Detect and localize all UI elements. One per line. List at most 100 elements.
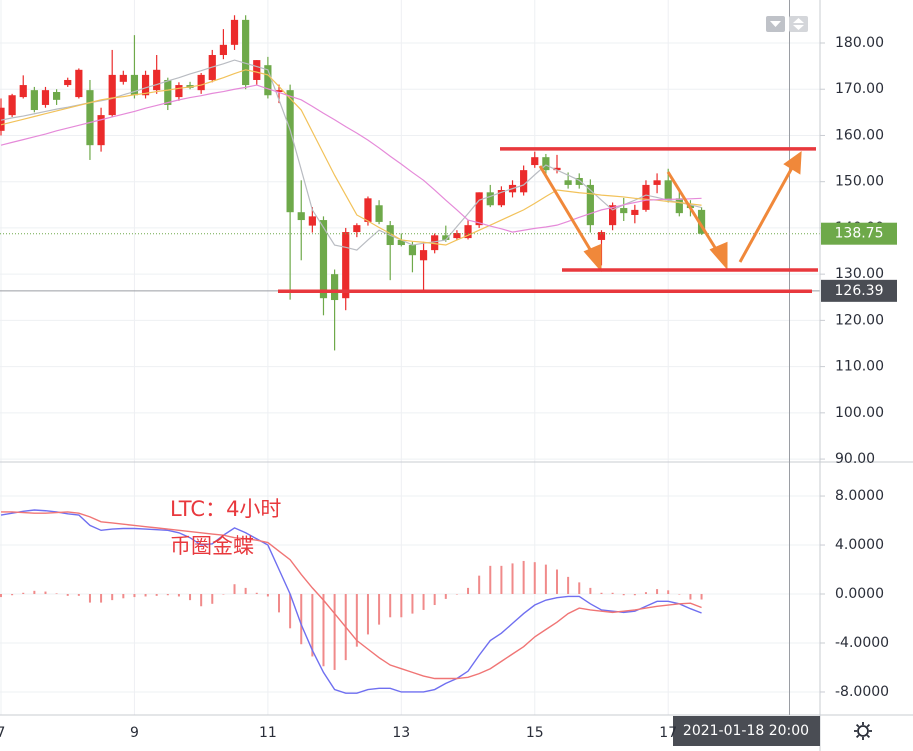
candle-body [419, 250, 428, 261]
x-tick-label: 11 [259, 725, 277, 741]
histogram-bar [144, 594, 147, 597]
histogram-bar [700, 594, 703, 600]
candle-body [130, 74, 139, 96]
histogram-bar [544, 564, 547, 595]
histogram-bar [556, 569, 558, 595]
candle-body [397, 239, 405, 246]
annotation: LTC：4小时 [170, 497, 281, 521]
last-price-label: 138.75 [835, 226, 884, 242]
scale-buttons[interactable] [766, 16, 808, 32]
histogram-bar [289, 594, 292, 629]
candle-body [453, 233, 461, 239]
candle-body [153, 69, 161, 91]
settings-button[interactable] [854, 722, 872, 740]
histogram-bar [689, 594, 692, 600]
histogram-bar [589, 587, 592, 595]
macd-line [1, 511, 702, 680]
candle-body [620, 208, 628, 214]
histogram-bar [311, 594, 314, 657]
candle-body [575, 177, 583, 185]
candle-body [497, 190, 505, 206]
histogram-bar [611, 592, 614, 595]
histogram-bar [255, 592, 258, 595]
candle-body [297, 212, 305, 221]
histogram-bar [155, 594, 158, 596]
histogram-bar [278, 594, 280, 613]
histogram-bar [400, 594, 403, 618]
gear-icon [857, 725, 869, 737]
arrow-head [709, 241, 728, 270]
histogram-bar [222, 594, 225, 595]
candle-body [464, 225, 472, 239]
candle-body [164, 79, 172, 105]
histogram-bar [366, 594, 369, 635]
histogram-bar [667, 590, 670, 595]
histogram-bar [511, 563, 514, 595]
candle-body [431, 235, 439, 251]
histogram-bar [422, 594, 425, 610]
candle-body [75, 69, 83, 98]
histogram-bar [233, 584, 236, 595]
arrows [538, 150, 802, 272]
histogram-bar [355, 594, 358, 647]
y-tick-label: -4.0000 [835, 635, 889, 651]
candle-body [342, 232, 350, 299]
moving-average-line [0, 69, 702, 246]
candle-body [586, 184, 594, 226]
crosshair-time: 2021-01-18 20:00 [683, 723, 809, 739]
candle-body [408, 245, 417, 256]
crosshair-time-box [673, 716, 820, 746]
y-tick-label: 90.00 [835, 451, 875, 467]
histogram-bar [177, 594, 180, 597]
y-tick-label: 130.00 [835, 266, 884, 282]
histogram-bar [533, 562, 536, 595]
histogram-bar [500, 565, 503, 595]
annotation: 币圈金蝶 [170, 534, 254, 558]
candle-body [175, 85, 183, 98]
histogram-bar [44, 591, 47, 595]
macd-panel [0, 509, 703, 694]
moving-average-line [0, 84, 702, 233]
candle-body [597, 232, 606, 240]
x-tick-label: 17 [659, 725, 677, 741]
histogram-bar [389, 594, 392, 618]
candle-body [219, 44, 227, 56]
candle-body [41, 90, 50, 105]
candle-body [664, 180, 672, 201]
y-tick-label: 0.0000 [835, 586, 884, 602]
histogram-bar [66, 594, 69, 596]
histogram-bar [122, 594, 125, 599]
candle-body [353, 225, 361, 233]
icon [793, 18, 804, 23]
candle-body [564, 180, 572, 185]
arrow [738, 165, 795, 263]
x-tick-label: 13 [392, 725, 410, 741]
overlay [278, 147, 818, 294]
histogram-bar [467, 587, 470, 595]
arrow-head [783, 150, 802, 175]
candle-body [286, 90, 294, 213]
x-tick-label: 7 [0, 725, 5, 741]
icon [793, 25, 804, 30]
histogram-bar [633, 594, 636, 596]
histogram-bar [578, 582, 581, 595]
arrow [538, 165, 596, 257]
candle-body [230, 19, 239, 45]
arrow [666, 171, 721, 255]
histogram-bar [656, 589, 659, 595]
histogram-bar [567, 576, 570, 595]
histogram-bar [444, 594, 447, 599]
histogram-bar [211, 594, 214, 604]
candle-body [308, 216, 316, 226]
histogram-bar [522, 560, 525, 595]
candle-body [86, 90, 94, 146]
y-tick-label: 120.00 [835, 312, 884, 328]
x-tick-label: 9 [130, 725, 139, 741]
price-panel [0, 15, 820, 351]
histogram-bar [455, 594, 458, 595]
candle-body [475, 192, 483, 226]
x-tick-label: 15 [526, 725, 544, 741]
scale-toggle-button[interactable] [789, 16, 808, 32]
y-tick-label: 150.00 [835, 174, 884, 190]
histogram-bar [478, 575, 481, 595]
